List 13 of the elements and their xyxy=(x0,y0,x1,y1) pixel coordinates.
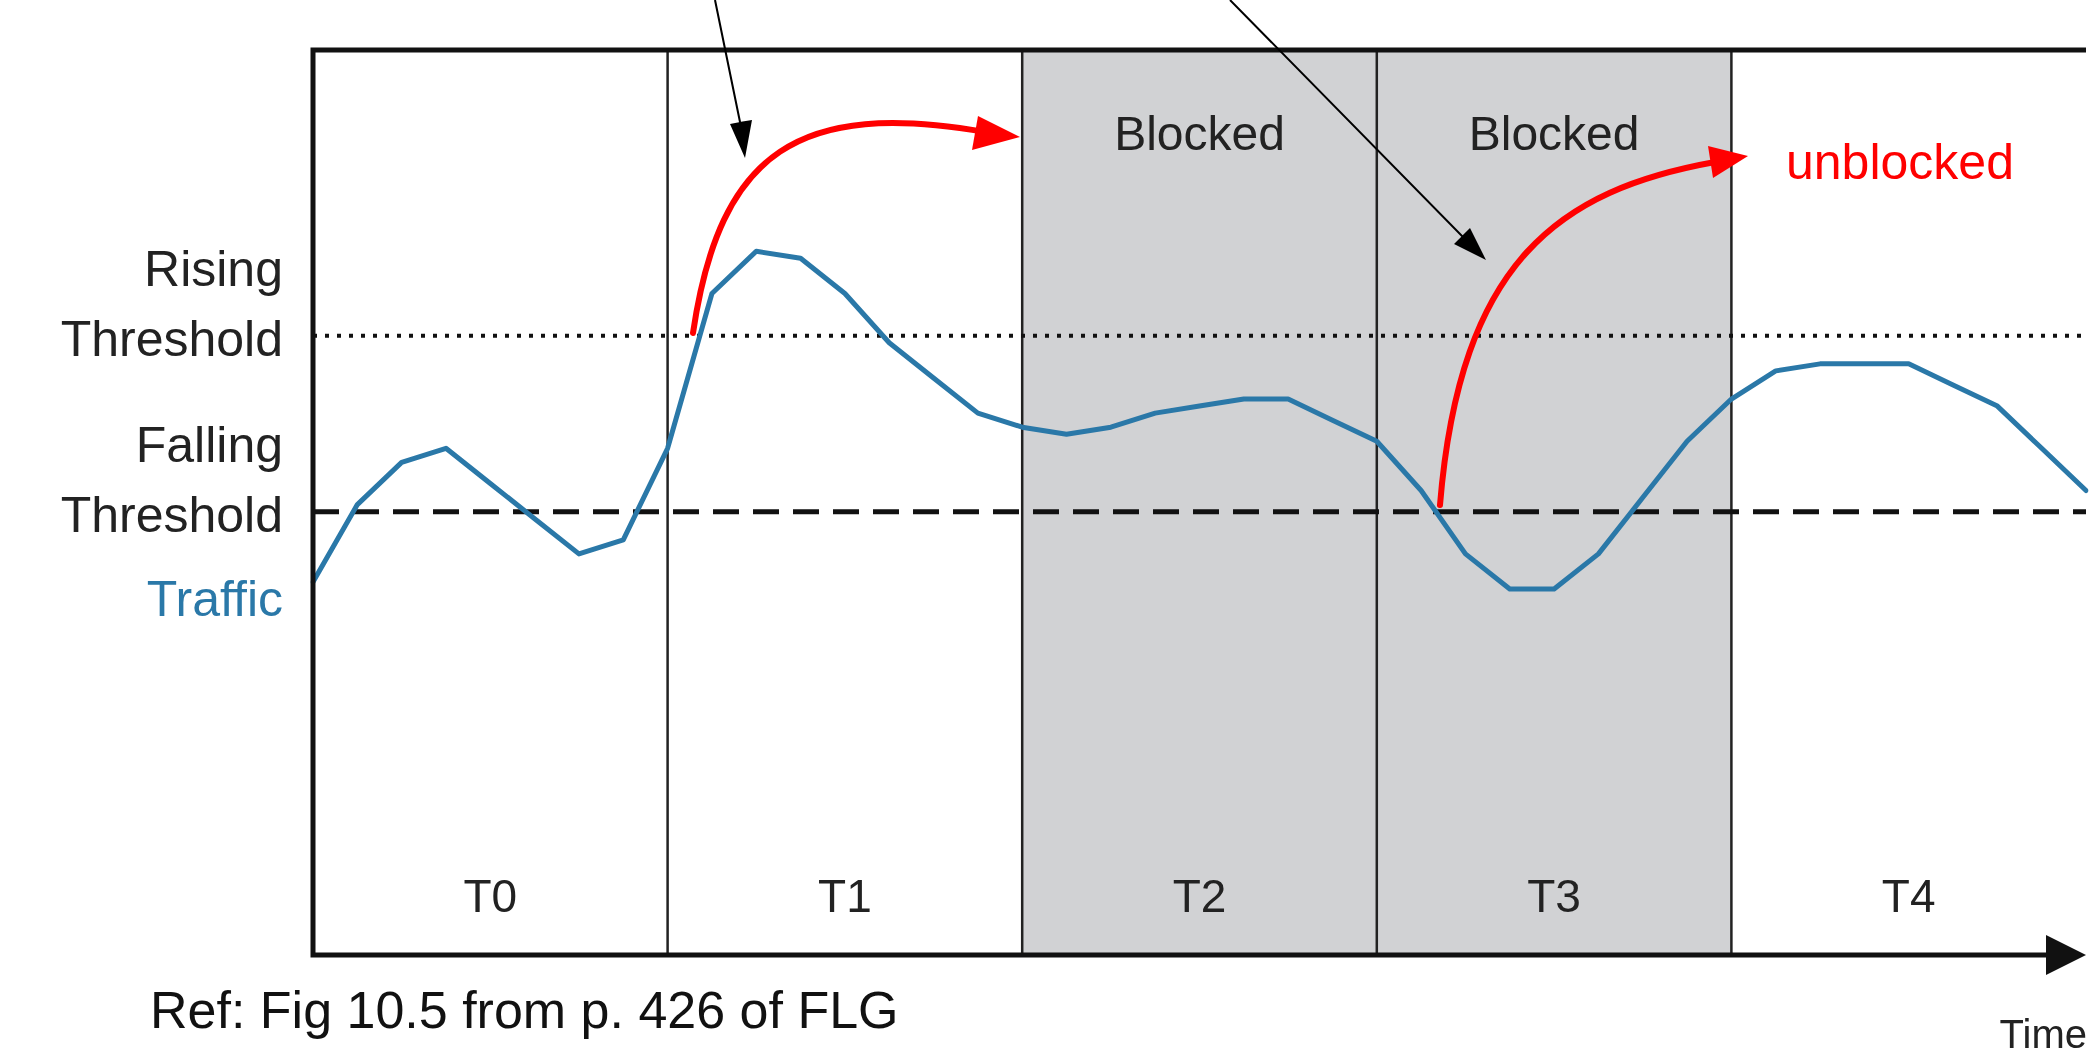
x-tick-label: T1 xyxy=(818,869,872,922)
text: Blocked xyxy=(1468,107,1640,161)
text: Blocked xyxy=(1114,107,1285,161)
text: Ref: Fig 10.5 from p. 426 of FLG xyxy=(150,981,899,1040)
x-axis-title: Time xyxy=(1999,1012,2087,1056)
x-tick-label: T0 xyxy=(463,869,518,922)
x-tick-label: T4 xyxy=(1881,869,1936,922)
ref-line-label: Rising Threshold xyxy=(60,240,283,367)
x-tick-label: T3 xyxy=(1527,869,1581,922)
ref-line-label: Falling Threshold xyxy=(60,416,283,543)
text: unblocked xyxy=(1786,133,2014,190)
series-label: Traffic xyxy=(146,570,283,627)
x-tick-label: T2 xyxy=(1172,869,1227,922)
